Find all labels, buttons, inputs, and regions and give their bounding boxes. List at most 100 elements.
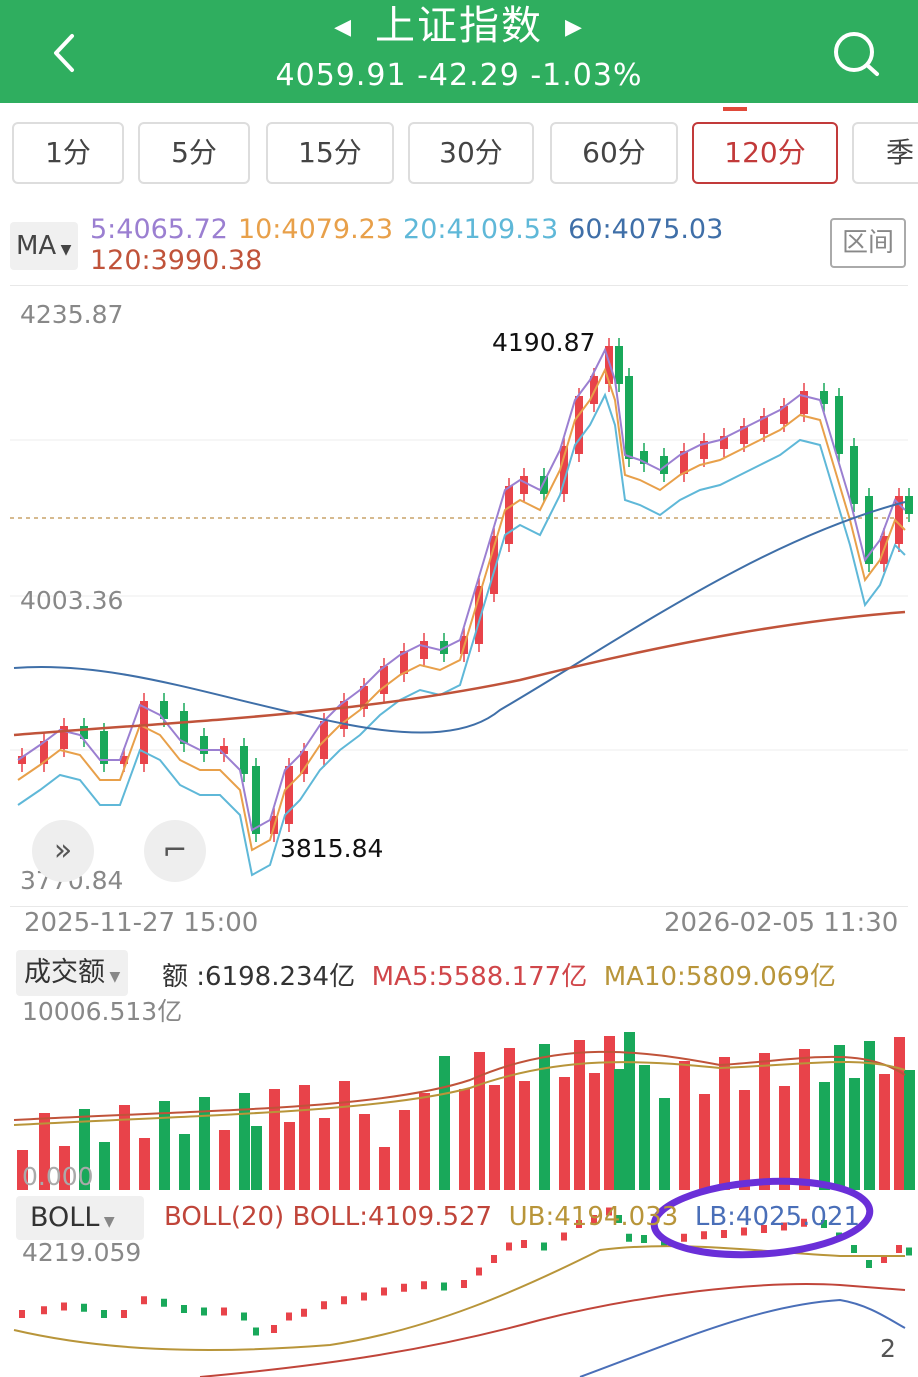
- volume-axis-bottom: 0.000: [22, 1162, 94, 1191]
- volume-bar: [574, 1040, 585, 1190]
- tab-0[interactable]: 1分: [12, 122, 124, 184]
- boll-candle: [241, 1312, 247, 1321]
- period-tabs: 1分 5分 15分 30分 60分 120分季: [12, 122, 918, 186]
- candle-body: [800, 391, 808, 414]
- volume-bar: [99, 1142, 110, 1190]
- candle-body: [360, 686, 368, 709]
- volume-bar: [299, 1085, 310, 1190]
- tab-5[interactable]: 120分: [692, 122, 838, 184]
- volume-axis-top: 10006.513亿: [22, 997, 183, 1026]
- volume-bar: [519, 1081, 530, 1190]
- volume-bar: [759, 1053, 770, 1190]
- candle-body: [240, 746, 248, 774]
- volume-bar: [864, 1041, 875, 1190]
- fullscreen-icon[interactable]: ⌐: [144, 820, 206, 882]
- ma-value-0: 5:4065.72: [90, 214, 228, 245]
- volume-bar: [17, 1150, 28, 1190]
- volume-selector[interactable]: 成交额 ▼: [16, 950, 129, 996]
- candle-body: [720, 436, 728, 449]
- candle-body: [180, 711, 188, 744]
- boll-middle-band: [199, 1283, 906, 1377]
- tab-1[interactable]: 5分: [138, 122, 250, 184]
- candle-body: [420, 641, 428, 659]
- candle-body: [625, 376, 633, 459]
- candle-body: [80, 726, 88, 739]
- volume-bar: [834, 1045, 845, 1190]
- volume-selector-label: 成交额: [24, 957, 105, 988]
- candle-body: [300, 751, 308, 774]
- volume-bar: [639, 1065, 650, 1190]
- boll-candle: [591, 1215, 597, 1223]
- tab-2[interactable]: 15分: [266, 122, 394, 184]
- app-header: ◀ 上证指数 ▶ 4059.91 -42.29 -1.03%: [0, 0, 918, 103]
- candle-body: [140, 701, 148, 764]
- prev-stock-icon[interactable]: ◀: [334, 15, 353, 40]
- quote-line: 4059.91 -42.29 -1.03%: [275, 58, 643, 93]
- boll-candle: [761, 1225, 767, 1233]
- candle-body: [760, 416, 768, 434]
- candle-body: [100, 731, 108, 764]
- boll-candle: [821, 1220, 827, 1228]
- range-button[interactable]: 区间: [830, 218, 906, 268]
- volume-bar: [699, 1094, 710, 1190]
- ma5-line: [17, 347, 906, 832]
- volume-bar: [159, 1101, 170, 1190]
- volume-bar: [504, 1048, 515, 1190]
- volume-bar: [799, 1049, 810, 1190]
- candle-body: [560, 446, 568, 494]
- boll-candle: [441, 1282, 447, 1291]
- boll-selector[interactable]: BOLL ▼: [16, 1196, 144, 1240]
- tab-6[interactable]: 季: [852, 122, 918, 184]
- volume-bar: [474, 1052, 485, 1190]
- tab-3[interactable]: 30分: [408, 122, 534, 184]
- ma-value-4: 120:3990.38: [90, 245, 263, 276]
- boll-candle: [461, 1280, 467, 1288]
- volume-bar: [251, 1126, 262, 1190]
- volume-bar: [179, 1134, 190, 1190]
- candle-body: [820, 391, 828, 404]
- candle-body: [540, 476, 548, 494]
- boll-candle: [881, 1255, 887, 1263]
- boll-candle: [101, 1310, 107, 1318]
- boll-candle: [286, 1312, 292, 1321]
- search-icon[interactable]: [830, 28, 882, 80]
- candle-body: [200, 736, 208, 754]
- boll-candle: [506, 1242, 512, 1251]
- low-price-label: 3815.84: [280, 834, 384, 863]
- boll-candle: [253, 1327, 259, 1336]
- candle-body: [575, 396, 583, 454]
- volume-bar: [339, 1081, 350, 1190]
- volume-bar: [399, 1110, 410, 1190]
- candle-body: [640, 451, 648, 464]
- candle-body: [340, 701, 348, 729]
- volume-bar: [139, 1138, 150, 1190]
- boll-candle: [161, 1298, 167, 1307]
- volume-bar: [199, 1097, 210, 1190]
- price-axis-top: 4235.87: [20, 300, 124, 329]
- boll-candle: [19, 1310, 25, 1318]
- candle-body: [505, 486, 513, 544]
- volume-bar: [719, 1057, 730, 1190]
- volume-bar: [614, 1069, 625, 1190]
- volume-bar: [879, 1074, 890, 1190]
- back-icon[interactable]: [40, 28, 90, 78]
- fast-forward-icon[interactable]: »: [32, 820, 94, 882]
- volume-bar: [489, 1085, 500, 1190]
- boll-candle: [521, 1240, 527, 1248]
- candle-body: [700, 441, 708, 459]
- boll-candle: [741, 1227, 747, 1236]
- boll-candle: [641, 1235, 647, 1243]
- date-start: 2025-11-27 15:00: [24, 908, 259, 938]
- price-chart[interactable]: [10, 285, 908, 907]
- boll-candle: [576, 1220, 582, 1228]
- volume-bar: [419, 1093, 430, 1190]
- ma-selector[interactable]: MA ▼: [10, 222, 78, 270]
- candle-body: [835, 396, 843, 454]
- boll-candle: [341, 1296, 347, 1305]
- volume-ma10: MA10:5809.069亿: [603, 962, 836, 992]
- next-stock-icon[interactable]: ▶: [565, 15, 584, 40]
- volume-bar: [849, 1078, 860, 1190]
- candle-body: [490, 536, 498, 594]
- tab-4[interactable]: 60分: [550, 122, 678, 184]
